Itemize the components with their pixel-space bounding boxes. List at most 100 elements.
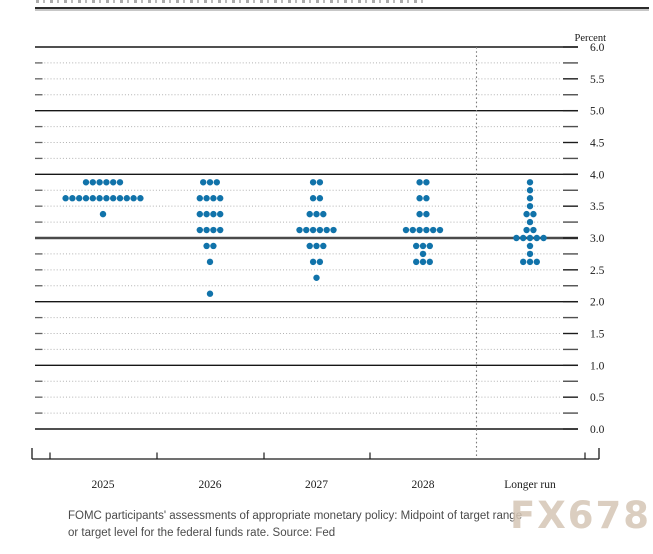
projection-dot xyxy=(116,195,124,202)
y-tick-label: 0.0 xyxy=(590,424,605,436)
projection-dot xyxy=(316,179,324,186)
projection-dot xyxy=(309,226,317,234)
projection-dot xyxy=(316,258,324,266)
projection-dot xyxy=(523,210,530,218)
projection-dot xyxy=(206,258,214,266)
x-category-label: Longer run xyxy=(504,479,556,491)
x-category-label: 2028 xyxy=(412,479,435,491)
projection-dot xyxy=(530,226,537,234)
projection-dot xyxy=(316,195,324,202)
projection-dot xyxy=(203,210,210,218)
y-tick-label: 5.5 xyxy=(590,74,605,86)
projection-dot xyxy=(309,179,317,186)
projection-dot xyxy=(96,179,103,186)
projection-dot xyxy=(413,242,420,250)
projection-dot xyxy=(526,179,534,186)
projection-dot xyxy=(419,258,427,266)
projection-dot xyxy=(526,202,534,210)
dot-plot-chart: 6.0 5.5 5.0 4.5 4.0 3.5 3.0 2.5 2.0 1.5 1.0 0.5 0.0 P… xyxy=(31,33,607,491)
projection-dot xyxy=(82,179,90,186)
projection-dot xyxy=(416,179,423,186)
projection-dot xyxy=(523,226,530,234)
caption-line-2: or target level for the federal funds ra… xyxy=(68,527,336,539)
projection-dot xyxy=(116,179,124,186)
y-tick-label: 6.0 xyxy=(590,42,605,54)
projection-dot xyxy=(103,179,110,186)
projection-dot xyxy=(313,210,320,218)
projection-dot xyxy=(526,250,534,258)
projection-dot xyxy=(110,179,117,186)
projection-dot xyxy=(203,195,210,202)
projection-dot xyxy=(426,258,433,266)
projection-dot xyxy=(423,226,430,234)
projection-dot xyxy=(217,210,224,218)
projection-dot xyxy=(423,195,430,202)
projection-dot xyxy=(210,210,217,218)
projection-dot xyxy=(196,195,203,202)
projection-dot xyxy=(309,258,317,266)
projection-dot xyxy=(306,242,313,250)
projection-dot xyxy=(423,210,430,218)
projection-dot xyxy=(103,195,110,202)
projection-dot xyxy=(520,258,527,266)
projection-dot xyxy=(316,226,324,234)
x-category-label: 2027 xyxy=(305,479,328,491)
y-tick-label: 1.5 xyxy=(590,329,605,341)
y-tick-label: 4.0 xyxy=(590,169,605,181)
projection-dot xyxy=(76,195,83,202)
projection-dot xyxy=(196,226,203,234)
projection-dot xyxy=(203,242,210,250)
projection-dot xyxy=(533,234,540,242)
projection-dot xyxy=(89,179,97,186)
y-tick-label: 0.5 xyxy=(590,392,605,404)
projection-dot xyxy=(303,226,310,234)
y-tick-label: 3.5 xyxy=(590,201,605,213)
caption-line-1: FOMC participants' assessments of approp… xyxy=(68,510,523,522)
projection-dot xyxy=(210,226,217,234)
projection-dot xyxy=(409,226,416,234)
projection-dot xyxy=(413,258,420,266)
projection-dot xyxy=(419,242,427,250)
projection-dot xyxy=(196,210,203,218)
projection-dot xyxy=(313,274,320,281)
projection-dot xyxy=(513,234,520,242)
y-tick-label: 2.5 xyxy=(590,265,605,277)
projection-dot xyxy=(217,195,224,202)
projection-dot xyxy=(82,195,90,202)
projection-dot xyxy=(526,187,534,194)
projection-dot xyxy=(530,210,537,218)
projection-dot xyxy=(217,226,224,234)
projection-dot xyxy=(96,195,103,202)
projection-dot xyxy=(423,179,430,186)
y-axis-unit-label: Percent xyxy=(575,33,607,44)
projection-dot xyxy=(200,179,207,186)
x-category-label: 2026 xyxy=(199,479,222,491)
projection-dot xyxy=(526,234,534,242)
projection-dot xyxy=(526,195,534,202)
projection-dot xyxy=(402,226,410,234)
projection-dot xyxy=(533,258,540,266)
projection-dot xyxy=(296,226,303,234)
projection-dot xyxy=(419,250,427,258)
chart-caption: FOMC participants' assessments of approp… xyxy=(68,508,628,542)
projection-dot xyxy=(320,242,327,250)
projection-dot xyxy=(62,195,69,202)
projection-dot xyxy=(210,242,217,250)
cropped-text-strip xyxy=(36,0,428,3)
projection-dot xyxy=(313,242,320,250)
projection-dot xyxy=(213,179,220,186)
projection-dot xyxy=(416,226,423,234)
y-tick-label: 2.0 xyxy=(590,297,605,309)
projection-dot xyxy=(69,195,76,202)
projection-dot xyxy=(137,195,144,202)
projection-dot xyxy=(306,210,313,218)
y-tick-label: 1.0 xyxy=(590,360,605,372)
projection-dot xyxy=(210,195,217,202)
projection-dot xyxy=(520,234,527,242)
x-category-label: 2025 xyxy=(92,479,115,491)
projection-dot xyxy=(426,242,433,250)
projection-dot xyxy=(540,234,547,242)
projection-dot xyxy=(203,226,210,234)
projection-dot xyxy=(206,290,214,297)
projection-dot xyxy=(320,210,327,218)
